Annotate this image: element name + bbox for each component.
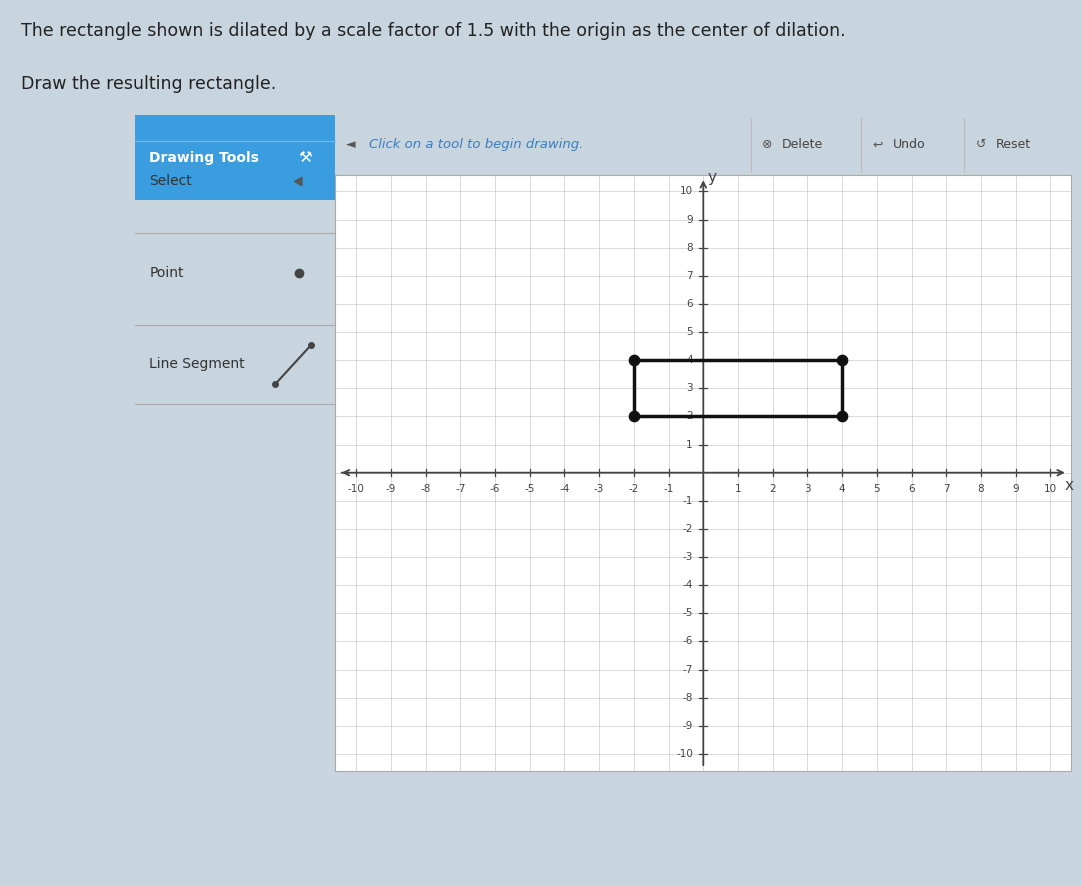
Text: 8: 8 bbox=[686, 243, 692, 253]
Text: 9: 9 bbox=[1013, 485, 1019, 494]
Text: ↩: ↩ bbox=[872, 138, 883, 152]
Text: 1: 1 bbox=[686, 439, 692, 449]
Text: 6: 6 bbox=[908, 485, 915, 494]
Text: ◄: ◄ bbox=[346, 138, 356, 152]
Text: -1: -1 bbox=[663, 485, 674, 494]
Point bbox=[833, 409, 850, 424]
Text: Draw the resulting rectangle.: Draw the resulting rectangle. bbox=[22, 75, 277, 93]
Text: 2: 2 bbox=[769, 485, 776, 494]
Text: -8: -8 bbox=[683, 693, 692, 703]
Text: 4: 4 bbox=[686, 355, 692, 365]
Text: -1: -1 bbox=[683, 496, 692, 506]
Text: 3: 3 bbox=[804, 485, 810, 494]
Point bbox=[833, 354, 850, 368]
Text: 5: 5 bbox=[873, 485, 880, 494]
Text: -10: -10 bbox=[347, 485, 365, 494]
Text: -3: -3 bbox=[683, 552, 692, 562]
Text: -4: -4 bbox=[559, 485, 569, 494]
Text: 1: 1 bbox=[735, 485, 741, 494]
Text: ⊗: ⊗ bbox=[762, 138, 773, 152]
Text: x: x bbox=[1065, 478, 1074, 493]
Text: 6: 6 bbox=[686, 299, 692, 309]
Text: Line Segment: Line Segment bbox=[149, 357, 245, 371]
Text: Point: Point bbox=[149, 266, 184, 280]
Bar bbox=[135, 115, 335, 200]
Text: ↺: ↺ bbox=[976, 138, 986, 152]
Text: -9: -9 bbox=[386, 485, 396, 494]
Text: y: y bbox=[708, 170, 716, 185]
Text: 10: 10 bbox=[679, 186, 692, 197]
Text: 8: 8 bbox=[978, 485, 985, 494]
Text: -5: -5 bbox=[683, 609, 692, 618]
Point bbox=[625, 354, 643, 368]
Point bbox=[625, 409, 643, 424]
Text: -3: -3 bbox=[594, 485, 605, 494]
Text: Click on a tool to begin drawing.: Click on a tool to begin drawing. bbox=[369, 138, 583, 152]
Text: Reset: Reset bbox=[995, 138, 1030, 152]
Text: Select: Select bbox=[149, 174, 192, 188]
Text: Delete: Delete bbox=[782, 138, 823, 152]
Text: Drawing Tools: Drawing Tools bbox=[149, 151, 259, 165]
Text: -5: -5 bbox=[525, 485, 535, 494]
Text: -2: -2 bbox=[629, 485, 639, 494]
Text: -9: -9 bbox=[683, 721, 692, 731]
Text: -8: -8 bbox=[421, 485, 431, 494]
Text: The rectangle shown is dilated by a scale factor of 1.5 with the origin as the c: The rectangle shown is dilated by a scal… bbox=[22, 22, 846, 40]
Text: 5: 5 bbox=[686, 327, 692, 337]
Text: -4: -4 bbox=[683, 580, 692, 590]
Text: -6: -6 bbox=[490, 485, 500, 494]
Text: 7: 7 bbox=[686, 271, 692, 281]
Text: 9: 9 bbox=[686, 214, 692, 224]
Text: Undo: Undo bbox=[893, 138, 925, 152]
Text: 2: 2 bbox=[686, 411, 692, 422]
Text: 7: 7 bbox=[942, 485, 950, 494]
Text: -7: -7 bbox=[683, 664, 692, 674]
Text: -10: -10 bbox=[676, 749, 692, 759]
Text: -6: -6 bbox=[683, 636, 692, 647]
Text: 3: 3 bbox=[686, 384, 692, 393]
Text: 4: 4 bbox=[839, 485, 845, 494]
Text: ⚒: ⚒ bbox=[299, 151, 313, 166]
Text: -7: -7 bbox=[456, 485, 465, 494]
Text: -2: -2 bbox=[683, 524, 692, 534]
Text: 10: 10 bbox=[1044, 485, 1057, 494]
